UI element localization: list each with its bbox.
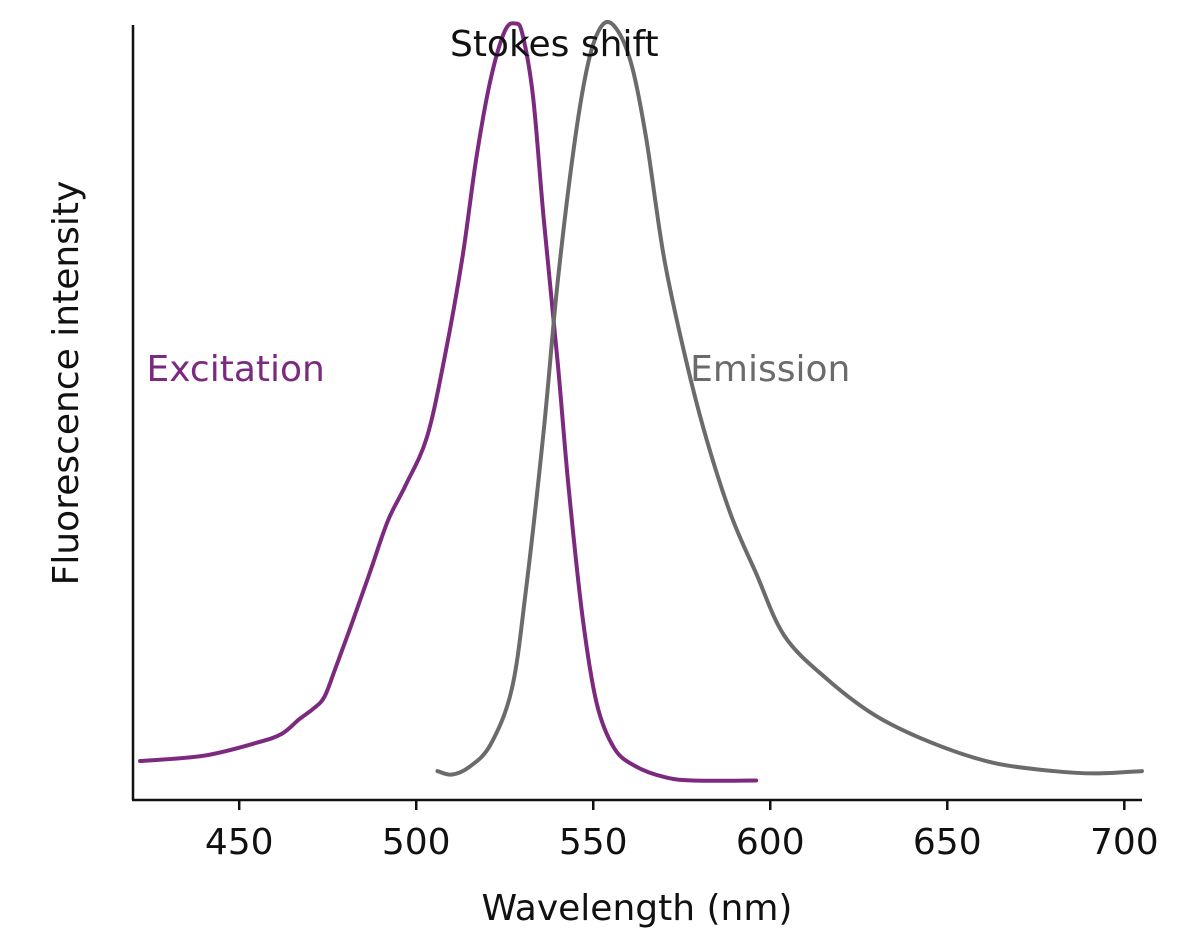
emission-curve: [435, 19, 1144, 777]
stokes-shift-label: Stokes shift: [450, 24, 659, 65]
x-tick-label-500: 500: [382, 822, 451, 863]
excitation-label: Excitation: [146, 349, 324, 390]
x-tick-label-450: 450: [205, 822, 274, 863]
y-axis-title: Fluorescence intensity: [46, 181, 87, 586]
x-tick-label-550: 550: [559, 822, 628, 863]
x-tick-marks: [237, 800, 1126, 810]
x-tick-labels: 450 500 550 600 650 700: [205, 822, 1159, 863]
annotation-layer: Stokes shift Excitation Emission: [146, 24, 850, 390]
emission-label: Emission: [690, 349, 850, 390]
x-axis-title: Wavelength (nm): [482, 888, 793, 929]
x-tick-label-600: 600: [736, 822, 805, 863]
series-layer: [138, 19, 1144, 783]
excitation-curve: [138, 21, 759, 783]
plot-area: 450 500 550 600 650 700 Stokes shift Excitatio…: [131, 19, 1159, 863]
x-tick-label-650: 650: [913, 822, 982, 863]
x-tick-label-700: 700: [1090, 822, 1159, 863]
